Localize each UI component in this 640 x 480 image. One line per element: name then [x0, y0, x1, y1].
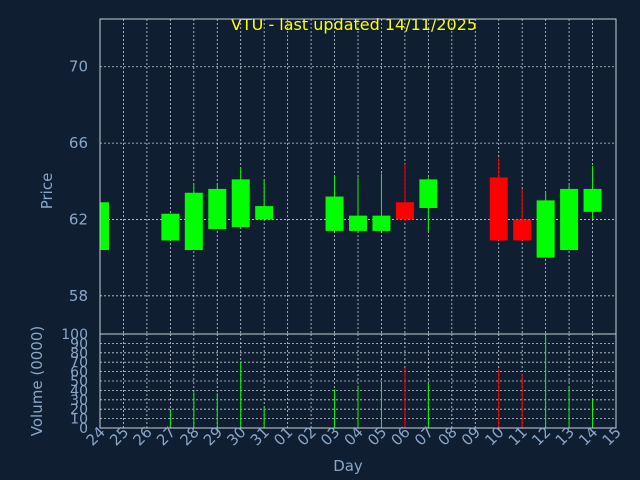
candle-body	[208, 188, 227, 229]
x-tick-label: 01	[270, 423, 296, 449]
candle-body	[489, 177, 508, 241]
candlestick-series	[99, 158, 602, 258]
x-tick-label: 03	[317, 423, 343, 449]
candle-body	[231, 179, 250, 228]
x-tick-label: 28	[176, 423, 202, 449]
x-tick-label: 13	[552, 423, 578, 449]
volume-y-tick-label: 100	[61, 327, 88, 343]
candle-body	[100, 202, 109, 250]
x-tick-label: 02	[294, 423, 320, 449]
volume-y-tick-label: 30	[70, 393, 88, 409]
x-tick-label: 15	[599, 423, 625, 449]
candle-04	[349, 177, 367, 231]
x-tick-label: 07	[411, 423, 437, 449]
candle-14	[583, 166, 602, 220]
volume-y-tick-label: 10	[70, 412, 88, 428]
candle-29	[208, 183, 227, 229]
candle-24	[99, 202, 109, 250]
volume-y-tick-label: 40	[70, 383, 88, 399]
price-y-tick-labels: 58 62 66 70	[69, 58, 88, 305]
candle-28	[184, 185, 203, 250]
candle-03	[325, 175, 344, 231]
candle-body	[372, 215, 391, 231]
candle-body	[395, 202, 414, 220]
candle-31	[255, 179, 274, 220]
volume-y-tick-label: 90	[70, 336, 88, 352]
price-y-tick-label: 62	[69, 210, 88, 228]
price-y-tick-label: 58	[69, 287, 88, 305]
x-tick-label: 14	[575, 423, 601, 449]
chart-title: VTU - last updated 14/11/2025	[231, 15, 477, 34]
candle-05	[372, 173, 391, 231]
candle-13	[560, 185, 579, 250]
candle-body	[255, 206, 274, 220]
x-tick-label: 29	[200, 423, 226, 449]
x-tick-label: 27	[153, 423, 179, 449]
candle-body	[349, 215, 367, 231]
candle-body	[583, 188, 602, 212]
candle-body	[560, 188, 579, 250]
candle-body	[536, 200, 555, 258]
volume-y-tick-label: 20	[70, 402, 88, 418]
x-tick-label: 08	[434, 423, 460, 449]
x-tick-label: 11	[505, 423, 531, 449]
volume-plot-frame	[99, 333, 617, 429]
candle-body	[419, 179, 438, 208]
x-tick-label: 05	[364, 423, 390, 449]
candle-body	[325, 196, 344, 231]
candle-06	[395, 164, 414, 222]
volume-axis-label: Volume (0000)	[28, 326, 46, 436]
candle-12	[536, 192, 555, 258]
x-tick-label: 25	[106, 423, 132, 449]
volume-y-tick-label: 80	[70, 346, 88, 362]
x-tick-label: 30	[223, 423, 249, 449]
volume-y-tick-label: 0	[79, 421, 88, 437]
candle-10	[489, 158, 508, 241]
x-tick-label: 06	[388, 423, 414, 449]
candle-body	[161, 213, 180, 241]
price-gridlines	[99, 19, 617, 334]
price-y-tick-label: 66	[69, 134, 88, 152]
x-tick-labels: 2425262728293031010203040506070809101112…	[83, 423, 625, 449]
price-axis-label: Price	[38, 173, 56, 210]
price-y-tick-label: 70	[69, 58, 88, 76]
x-tick-label: 04	[341, 423, 367, 449]
candle-30	[231, 167, 250, 228]
x-tick-label: 31	[247, 423, 273, 449]
volume-bars	[169, 334, 594, 428]
x-tick-label: 12	[528, 423, 554, 449]
volume-y-tick-label: 70	[70, 355, 88, 371]
candle-11	[513, 188, 532, 241]
x-tick-label: 10	[481, 423, 507, 449]
candle-27	[161, 213, 180, 241]
x-tick-label: 26	[130, 423, 156, 449]
x-tick-label: 09	[458, 423, 484, 449]
candle-07	[419, 177, 438, 231]
volume-y-tick-label: 50	[70, 374, 88, 390]
candle-body	[513, 219, 532, 241]
x-axis-label: Day	[333, 457, 363, 475]
volume-y-tick-label: 60	[70, 365, 88, 381]
candle-body	[184, 192, 203, 250]
